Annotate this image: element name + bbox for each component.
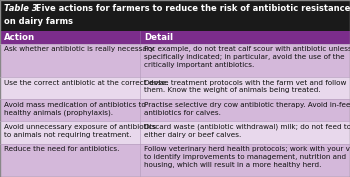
Text: Action: Action (4, 33, 35, 42)
Bar (0, 0, 350, 31)
Text: For example, do not treat calf scour with antibiotic unless
specifically indicat: For example, do not treat calf scour wit… (144, 46, 350, 68)
Text: Discard waste (antibiotic withdrawal) milk; do not feed to
either dairy or beef : Discard waste (antibiotic withdrawal) mi… (144, 124, 350, 138)
Text: Detail: Detail (144, 33, 173, 42)
Text: Follow veterinary herd health protocols; work with your vet
to identify improvem: Follow veterinary herd health protocols;… (144, 146, 350, 168)
Bar (0, 31, 350, 44)
Text: Devise treatment protocols with the farm vet and follow
them. Know the weight of: Devise treatment protocols with the farm… (144, 79, 346, 93)
Text: Avoid unnecessary exposure of antibiotics
to animals not requiring treatment.: Avoid unnecessary exposure of antibiotic… (4, 124, 156, 138)
Bar (0, 44, 350, 77)
Text: Ask whether antibiotic is really necessary.: Ask whether antibiotic is really necessa… (4, 46, 155, 52)
Text: Practise selective dry cow antibiotic therapy. Avoid in-feed
antibiotics for cal: Practise selective dry cow antibiotic th… (144, 102, 350, 116)
Text: on dairy farms: on dairy farms (4, 17, 73, 26)
Bar (0, 99, 350, 121)
Text: Reduce the need for antibiotics.: Reduce the need for antibiotics. (4, 146, 119, 152)
Bar (0, 144, 350, 177)
Text: Avoid mass medication of antibiotics to
healthy animals (prophylaxis).: Avoid mass medication of antibiotics to … (4, 102, 146, 116)
Text: Use the correct antibiotic at the correct dose.: Use the correct antibiotic at the correc… (4, 79, 168, 85)
Text: Five actions for farmers to reduce the risk of antibiotic resistance: Five actions for farmers to reduce the r… (33, 4, 350, 13)
Bar (0, 77, 350, 99)
Bar (0, 121, 350, 144)
Text: Table 3.: Table 3. (4, 4, 41, 13)
